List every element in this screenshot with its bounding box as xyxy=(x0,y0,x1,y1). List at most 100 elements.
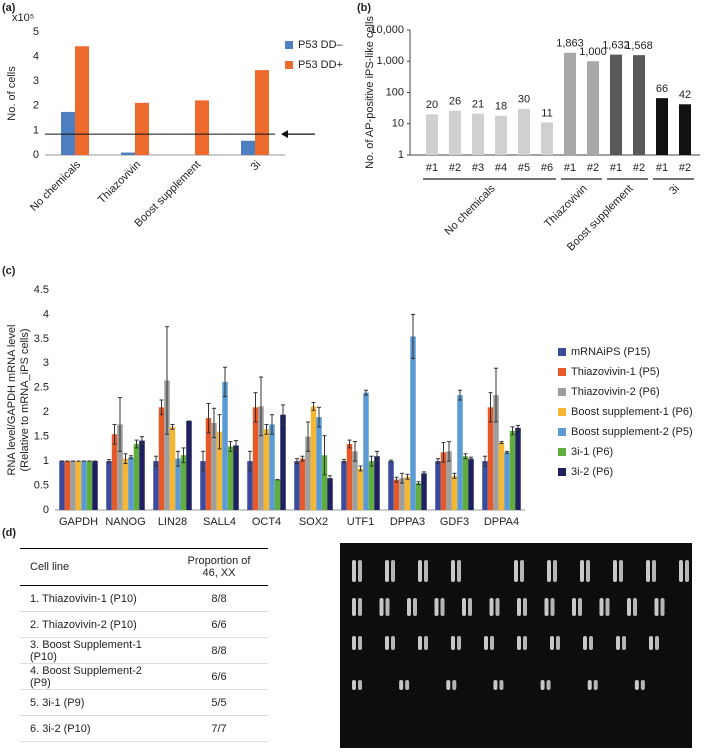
bar xyxy=(357,468,364,510)
chromosome xyxy=(685,560,689,582)
bar xyxy=(352,451,358,510)
legend-swatch xyxy=(558,428,566,436)
value-label: 26 xyxy=(449,96,461,108)
bar xyxy=(255,70,269,155)
chromosome xyxy=(352,598,356,616)
bar xyxy=(128,457,134,510)
group-label: 3i xyxy=(667,183,682,198)
table-cell: 4. Boost Supplement-2 (P9) xyxy=(20,663,170,690)
x-tick-label: Thiazovivin xyxy=(96,159,143,206)
chromosome xyxy=(547,560,551,582)
bar xyxy=(186,421,192,510)
chromosome xyxy=(495,598,500,616)
y-tick-label: 1.5 xyxy=(34,431,49,443)
bar xyxy=(111,434,118,510)
bar xyxy=(122,458,129,510)
chromosome xyxy=(660,598,665,616)
chromosome xyxy=(583,636,587,650)
chromosome xyxy=(599,598,604,616)
bar xyxy=(374,456,380,510)
legend-label: mRNAiPS (P15) xyxy=(571,346,650,358)
bar xyxy=(487,407,494,510)
chromosome xyxy=(556,636,560,650)
bar xyxy=(633,55,645,156)
bar xyxy=(106,461,112,510)
legend-label: Thiazovivin-1 (P5) xyxy=(571,366,660,378)
legend-label: Boost supplement-1 (P6) xyxy=(571,406,693,418)
table-row: 2. Thiazovivin-2 (P10) 6/6 xyxy=(20,611,268,638)
x-tick-label: #2 xyxy=(587,162,599,174)
y-tick-label: 3 xyxy=(33,75,39,87)
x-tick-label: #5 xyxy=(518,162,530,174)
chromosome xyxy=(424,560,428,582)
header-cell: Cell line xyxy=(20,548,170,586)
value-label: 42 xyxy=(679,89,691,101)
bar xyxy=(399,478,405,510)
bar xyxy=(393,479,400,510)
value-label: 1,632 xyxy=(602,40,630,52)
x-tick-label: #6 xyxy=(541,162,553,174)
panel-label: (b) xyxy=(357,2,371,14)
chromosome xyxy=(553,560,557,582)
x-tick-label: No chemicals xyxy=(28,158,84,214)
chromosome xyxy=(520,560,524,582)
x-tick-label: Boost supplement xyxy=(132,159,203,230)
bar xyxy=(205,418,212,510)
bar xyxy=(426,114,438,155)
bar xyxy=(139,440,145,510)
legend-swatch xyxy=(285,41,293,49)
chromosome xyxy=(405,680,410,690)
legend-label: 3i-2 (P6) xyxy=(571,466,613,478)
chromosome xyxy=(655,636,659,650)
legend-label: Thiazovivin-2 (P6) xyxy=(571,386,660,398)
bar xyxy=(169,426,176,510)
bar xyxy=(472,113,484,155)
legend-swatch xyxy=(558,448,566,456)
bar xyxy=(346,444,353,510)
bar xyxy=(410,336,416,510)
chromosome xyxy=(489,598,494,616)
bar xyxy=(457,395,463,510)
x-tick-label: DPPA4 xyxy=(484,516,519,528)
chromosome xyxy=(627,598,631,616)
bar xyxy=(415,483,422,510)
table-header: Cell line Proportion of 46, XX xyxy=(20,548,268,586)
value-label: 11 xyxy=(541,107,552,119)
y-tick-label: 2.5 xyxy=(34,382,49,394)
bar xyxy=(61,111,75,155)
table-cell: 6. 3i-2 (P10) xyxy=(20,715,170,742)
panel-label: (a) xyxy=(2,2,16,14)
chromosome xyxy=(587,680,592,690)
table-cell: 7/7 xyxy=(170,715,268,742)
bar xyxy=(263,429,270,510)
legend-label: Boost supplement-2 (P5) xyxy=(571,426,693,438)
bar xyxy=(135,102,149,155)
chromosome xyxy=(457,636,461,650)
chromosome xyxy=(499,680,504,690)
chromosome xyxy=(649,636,653,650)
chromosome xyxy=(352,560,356,582)
y-axis-label: No. of cells xyxy=(6,66,18,121)
bar xyxy=(504,452,510,510)
panel-label: (c) xyxy=(2,265,16,277)
legend-label: P53 DD+ xyxy=(298,59,343,71)
bar xyxy=(195,100,209,155)
x-tick-label: #4 xyxy=(495,162,507,174)
bar xyxy=(70,461,76,510)
y-axis-label: No. of AP-positive iPS-like cells xyxy=(364,16,376,169)
bar xyxy=(274,479,281,510)
chromosome xyxy=(652,560,656,582)
x-tick-label: #1 xyxy=(656,162,668,174)
bar xyxy=(92,461,98,510)
bar xyxy=(495,115,507,155)
chromosome xyxy=(619,560,623,582)
y-tick-label: 3.5 xyxy=(34,333,49,345)
bar xyxy=(610,54,622,155)
bar xyxy=(440,452,447,510)
y-axis-label: RNA level/GAPDH mRNA level xyxy=(6,325,18,476)
x-tick-label: #2 xyxy=(679,162,691,174)
bar xyxy=(656,98,668,155)
bar xyxy=(211,422,217,510)
bar xyxy=(299,458,306,510)
y-tick-label: 4 xyxy=(33,51,39,63)
